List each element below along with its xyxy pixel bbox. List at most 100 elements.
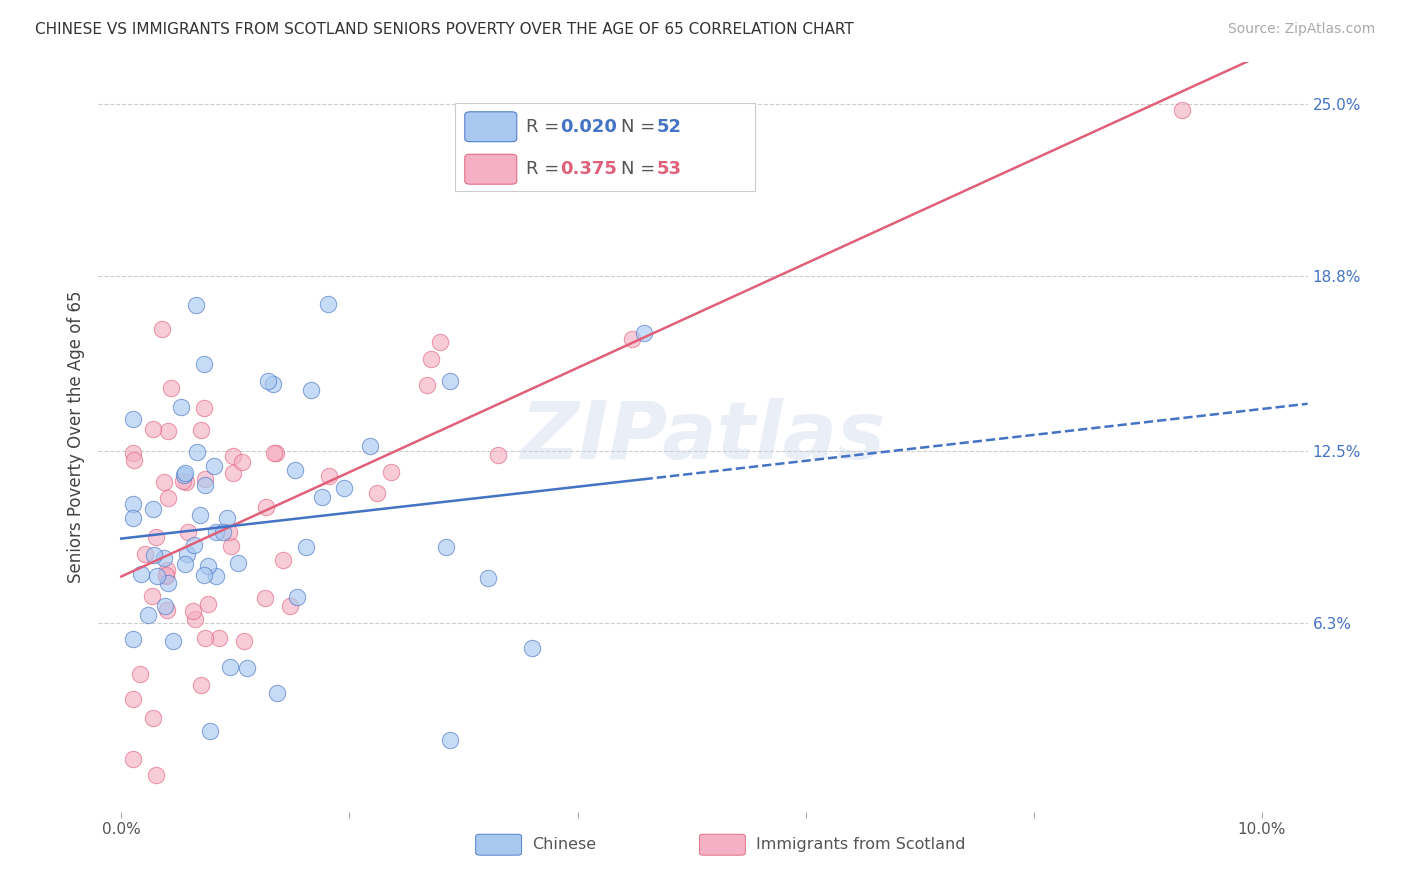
Text: N =: N = <box>621 118 661 136</box>
Point <box>129 567 152 582</box>
Point <box>219 539 242 553</box>
Point <box>477 571 499 585</box>
Point <box>197 558 219 573</box>
Point <box>295 541 318 555</box>
Text: 52: 52 <box>657 118 682 136</box>
Point <box>520 640 543 655</box>
Point <box>311 491 333 505</box>
Point <box>121 446 143 460</box>
Point <box>1171 103 1194 117</box>
Point <box>217 511 239 525</box>
Point <box>193 357 215 371</box>
Point <box>160 381 183 395</box>
Point <box>486 448 509 462</box>
Text: CHINESE VS IMMIGRANTS FROM SCOTLAND SENIORS POVERTY OVER THE AGE OF 65 CORRELATI: CHINESE VS IMMIGRANTS FROM SCOTLAND SENI… <box>35 22 853 37</box>
Point <box>121 752 143 766</box>
Point <box>142 502 165 516</box>
Point <box>174 475 197 489</box>
Text: 0.375: 0.375 <box>561 161 617 178</box>
Point <box>380 465 402 479</box>
Point <box>190 678 212 692</box>
Point <box>193 401 215 416</box>
Point <box>219 660 242 674</box>
Point <box>121 632 143 646</box>
Point <box>142 422 165 436</box>
Point <box>318 469 340 483</box>
Point <box>181 604 204 618</box>
Point <box>172 475 194 489</box>
Point <box>194 631 217 645</box>
Point <box>226 557 249 571</box>
Point <box>271 552 294 566</box>
Point <box>146 569 169 583</box>
Point <box>142 710 165 724</box>
Point <box>232 633 254 648</box>
Point <box>194 471 217 485</box>
Point <box>186 445 208 459</box>
Point <box>188 508 211 522</box>
Point <box>193 568 215 582</box>
Point <box>439 732 461 747</box>
Point <box>278 599 301 613</box>
Point <box>253 591 276 605</box>
Point <box>429 335 451 350</box>
Point <box>236 661 259 675</box>
Text: R =: R = <box>526 161 565 178</box>
Point <box>222 450 245 464</box>
FancyBboxPatch shape <box>699 834 745 855</box>
Point <box>359 439 381 453</box>
FancyBboxPatch shape <box>475 834 522 855</box>
Point <box>254 500 277 514</box>
Point <box>157 424 180 438</box>
Point <box>141 589 163 603</box>
Point <box>121 691 143 706</box>
Point <box>190 424 212 438</box>
Point <box>284 463 307 477</box>
Point <box>197 597 219 611</box>
Point <box>156 576 179 591</box>
Point <box>439 374 461 388</box>
Point <box>183 612 205 626</box>
Point <box>205 568 228 582</box>
Point <box>155 568 177 582</box>
Point <box>264 446 287 460</box>
Point <box>198 723 221 738</box>
Point <box>262 376 284 391</box>
Point <box>205 525 228 540</box>
Point <box>156 603 179 617</box>
Point <box>173 467 195 482</box>
Point <box>318 297 340 311</box>
Point <box>173 466 195 480</box>
Point <box>366 486 388 500</box>
FancyBboxPatch shape <box>465 112 517 142</box>
Point <box>333 481 356 495</box>
Text: Chinese: Chinese <box>533 838 596 852</box>
Point <box>177 525 200 540</box>
Point <box>157 491 180 506</box>
Point <box>128 667 150 681</box>
Text: 53: 53 <box>657 161 682 178</box>
Point <box>176 547 198 561</box>
Point <box>121 497 143 511</box>
Point <box>222 466 245 480</box>
Point <box>153 475 176 489</box>
Point <box>162 634 184 648</box>
Point <box>155 599 177 614</box>
Point <box>121 412 143 426</box>
Point <box>231 454 253 468</box>
Point <box>416 378 439 392</box>
Point <box>124 453 146 467</box>
FancyBboxPatch shape <box>465 154 517 185</box>
Point <box>194 478 217 492</box>
Point <box>138 608 160 623</box>
Y-axis label: Seniors Poverty Over the Age of 65: Seniors Poverty Over the Age of 65 <box>66 291 84 583</box>
Point <box>156 562 179 576</box>
Point <box>170 400 193 414</box>
Text: N =: N = <box>621 161 661 178</box>
Point <box>299 383 322 397</box>
Point <box>150 322 173 336</box>
Text: Source: ZipAtlas.com: Source: ZipAtlas.com <box>1227 22 1375 37</box>
Point <box>121 511 143 525</box>
Point <box>186 298 208 312</box>
Text: ZIPatlas: ZIPatlas <box>520 398 886 476</box>
